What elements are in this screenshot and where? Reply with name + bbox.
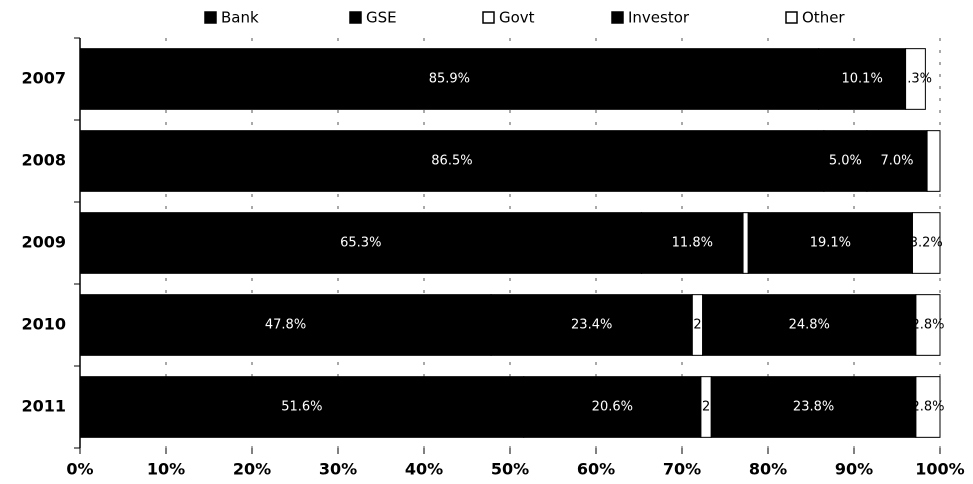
data-label: 65.3% [340,236,381,251]
bar-segment [79,130,825,192]
legend-label: GSE [366,9,397,27]
bar-segment [79,212,643,274]
x-tick-label: 10% [147,460,185,479]
data-label: 19.1% [810,236,851,251]
x-tick-label: 30% [319,460,357,479]
x-tick-label: 50% [491,460,529,479]
legend-marker [611,11,624,24]
data-label: 85.9% [429,72,470,87]
x-tick-label: 80% [749,460,787,479]
bar-segment [911,212,941,274]
y-tick-label: 2007 [21,69,66,88]
bar-segment [79,376,525,438]
legend-marker [349,11,362,24]
bar-segment [818,48,907,110]
x-tick-label: 90% [835,460,873,479]
y-tick-label: 2011 [21,397,66,416]
bar-segment [915,294,941,356]
data-label: 7.0% [880,154,913,169]
data-label: 3.2% [910,236,943,251]
legend-label: Bank [221,9,259,27]
data-label: 5.0% [829,154,862,169]
bar-segment [905,48,926,110]
bar-segment [742,212,749,274]
x-tick-label: 70% [663,460,701,479]
bar-segment [523,376,702,438]
data-label: 2.3% [899,72,932,87]
data-label: 86.5% [431,154,472,169]
y-tick-label: 2010 [21,315,66,334]
bar-segment [710,376,917,438]
y-tick-label: 2009 [21,233,66,252]
data-label: 2.8% [911,400,944,415]
legend-label: Govt [499,9,535,27]
data-label: 47.8% [265,318,306,333]
data-label: 23.4% [571,318,612,333]
x-tick-label: 20% [233,460,271,479]
bar-segment [866,130,928,192]
x-tick-label: 60% [577,460,615,479]
data-label: 24.8% [789,318,830,333]
data-label: 10.1% [842,72,883,87]
bar-segment [823,130,868,192]
bar-segment [915,376,941,438]
bar-segment [747,212,913,274]
bar-segment [490,294,693,356]
legend-marker [785,11,798,24]
legend-marker [204,11,217,24]
legend-label: Other [802,9,845,27]
data-label: 51.6% [281,400,322,415]
data-label: 23.8% [793,400,834,415]
legend-marker [482,11,495,24]
bar-segment [641,212,744,274]
x-tick-label: 0% [66,460,93,479]
bar-segment [79,48,820,110]
x-tick-label: 40% [405,460,443,479]
bar-segment [702,294,917,356]
bar-segment [926,130,941,192]
y-tick-label: 2008 [21,151,66,170]
data-label: 20.6% [592,400,633,415]
x-tick-label: 100% [915,460,964,479]
legend-label: Investor [628,9,690,27]
data-label: 2.8% [911,318,944,333]
bar-segment [79,294,492,356]
data-label: 11.8% [672,236,713,251]
